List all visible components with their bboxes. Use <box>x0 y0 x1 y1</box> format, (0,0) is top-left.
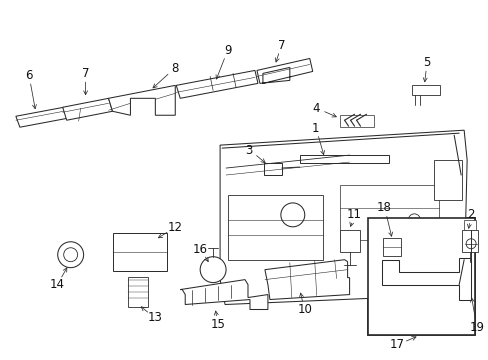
Text: 12: 12 <box>167 221 183 234</box>
Bar <box>367 218 474 336</box>
Circle shape <box>200 257 225 283</box>
Bar <box>383 238 401 256</box>
Circle shape <box>58 242 83 268</box>
Bar <box>128 276 148 306</box>
Text: 7: 7 <box>81 67 89 80</box>
Bar <box>461 230 477 252</box>
Bar <box>339 185 438 240</box>
Circle shape <box>465 239 475 249</box>
Bar <box>112 233 167 271</box>
Bar <box>227 195 322 260</box>
Text: 8: 8 <box>171 62 179 75</box>
Bar <box>264 163 281 175</box>
Bar <box>411 85 439 95</box>
Text: 19: 19 <box>468 321 484 334</box>
Text: 6: 6 <box>25 69 33 82</box>
Polygon shape <box>220 130 466 305</box>
Text: 13: 13 <box>147 311 163 324</box>
Text: 10: 10 <box>297 303 311 316</box>
Text: 1: 1 <box>311 122 319 135</box>
Bar <box>463 220 475 230</box>
Text: 2: 2 <box>467 208 474 221</box>
Polygon shape <box>256 58 312 84</box>
Text: 7: 7 <box>278 39 285 52</box>
Text: 14: 14 <box>49 278 64 291</box>
Polygon shape <box>176 71 258 98</box>
Polygon shape <box>382 258 470 300</box>
Text: 16: 16 <box>192 243 207 256</box>
Text: 18: 18 <box>376 201 391 215</box>
Circle shape <box>280 203 304 227</box>
Text: 3: 3 <box>245 144 252 157</box>
Bar <box>339 230 359 252</box>
Bar <box>433 160 461 200</box>
Polygon shape <box>16 107 67 127</box>
Text: 17: 17 <box>389 338 404 351</box>
Bar <box>367 218 474 336</box>
Text: 4: 4 <box>311 102 319 115</box>
Polygon shape <box>108 85 175 115</box>
Polygon shape <box>180 280 267 310</box>
Text: 15: 15 <box>210 318 225 331</box>
Polygon shape <box>264 260 349 300</box>
Bar <box>299 155 388 163</box>
Bar <box>339 115 374 127</box>
Text: 5: 5 <box>423 56 430 69</box>
Circle shape <box>63 248 78 262</box>
Text: 9: 9 <box>224 44 231 57</box>
Polygon shape <box>62 98 112 120</box>
Circle shape <box>428 220 438 230</box>
Circle shape <box>407 214 420 226</box>
Text: 11: 11 <box>346 208 361 221</box>
